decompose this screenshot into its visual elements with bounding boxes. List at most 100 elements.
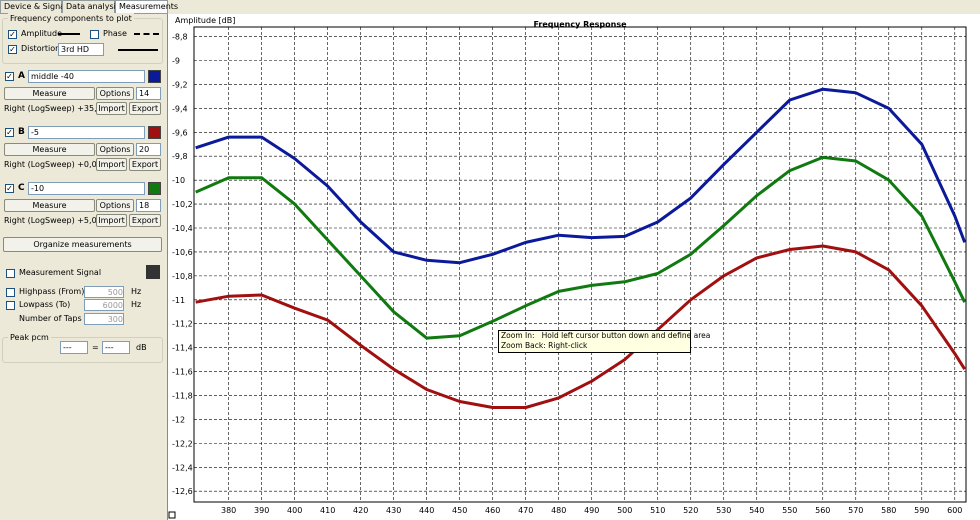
input[interactable]: 6000 <box>84 299 124 311</box>
x-tick-label: 510 <box>650 506 665 515</box>
plot-frame <box>193 26 967 503</box>
line-style <box>134 33 159 35</box>
x-tick-label: 600 <box>947 506 962 515</box>
y-tick-label: -11,2 <box>172 320 193 329</box>
export-button[interactable]: Export <box>129 214 161 227</box>
x-tick-label: 580 <box>881 506 896 515</box>
group-box <box>2 337 163 363</box>
y-tick-label: -10 <box>172 176 185 185</box>
color-swatch[interactable] <box>148 182 161 195</box>
unit: dB <box>136 343 147 352</box>
x-tick-label: 410 <box>320 506 335 515</box>
y-tick-label: -10,4 <box>172 224 193 233</box>
measure-button[interactable]: Measure <box>4 199 95 212</box>
organize-button[interactable]: Organize measurements <box>3 237 162 252</box>
x-tick-label: 420 <box>353 506 368 515</box>
checkbox[interactable]: ✓ <box>8 30 17 39</box>
chart-title: Frequency Response <box>533 20 627 29</box>
tab[interactable]: Device & Signal <box>0 0 67 14</box>
y-tick-label: -11,6 <box>172 368 193 377</box>
spin-box[interactable]: 14 <box>136 87 161 100</box>
dropdown[interactable]: 3rd HD <box>58 43 104 56</box>
import-button[interactable]: Import <box>96 158 127 171</box>
checkbox[interactable]: ✓ <box>8 45 17 54</box>
input[interactable]: 300 <box>84 313 124 325</box>
y-tick-label: -12,6 <box>172 487 193 496</box>
color-swatch[interactable] <box>148 126 161 139</box>
tooltip: Zoom In: Hold left cursor button down an… <box>498 330 711 353</box>
checkbox[interactable] <box>90 30 99 39</box>
checkbox[interactable] <box>6 301 15 310</box>
x-tick-label: 460 <box>485 506 500 515</box>
y-tick-label: -11,8 <box>172 392 193 401</box>
unit: Hz <box>131 300 142 309</box>
y-tick-label: -11,4 <box>172 344 193 353</box>
x-tick-label: 390 <box>254 506 269 515</box>
tab[interactable]: Data analysis <box>62 0 120 14</box>
x-tick-label: 430 <box>386 506 401 515</box>
y-tick-label: -12 <box>172 415 185 424</box>
checkbox[interactable] <box>6 269 15 278</box>
y-tick-label: -9,2 <box>172 80 188 89</box>
x-tick-label: 470 <box>518 506 533 515</box>
label: Lowpass (To) <box>19 300 71 309</box>
spin-box[interactable]: 18 <box>136 199 161 212</box>
y-tick-label: -11 <box>172 296 185 305</box>
x-tick-label: 440 <box>419 506 434 515</box>
y-tick-label: -10,2 <box>172 200 193 209</box>
checkbox[interactable] <box>6 288 15 297</box>
y-axis-label: Amplitude [dB] <box>175 16 235 25</box>
spin-box[interactable]: 20 <box>136 143 161 156</box>
measurement-letter: C <box>18 183 25 193</box>
x-tick-label: 400 <box>287 506 302 515</box>
line-style <box>118 49 158 51</box>
x-tick-label: 540 <box>749 506 764 515</box>
output: --- <box>60 341 88 354</box>
input[interactable]: 500 <box>84 286 124 298</box>
options-button[interactable]: Options <box>96 87 134 100</box>
checkbox[interactable]: ✓ <box>5 72 14 81</box>
corner-icon <box>168 511 176 519</box>
measurement-dropdown[interactable]: middle -40 <box>28 70 145 83</box>
export-button[interactable]: Export <box>129 102 161 115</box>
export-button[interactable]: Export <box>129 158 161 171</box>
checkbox[interactable]: ✓ <box>5 184 14 193</box>
color-swatch[interactable] <box>148 70 161 83</box>
options-button[interactable]: Options <box>96 199 134 212</box>
y-tick-label: -9,8 <box>172 152 188 161</box>
group-title: Frequency components to plot <box>8 13 134 25</box>
data-line <box>195 87 967 265</box>
data-line <box>195 155 967 340</box>
measurement-info: Right (LogSweep) +5,0dB <box>4 216 108 225</box>
x-tick-label: 550 <box>782 506 797 515</box>
measurement-dropdown[interactable]: -10 <box>28 182 145 195</box>
tooltip-line: Zoom In: Hold left cursor button down an… <box>501 331 711 340</box>
import-button[interactable]: Import <box>96 102 127 115</box>
label: Phase <box>103 29 127 38</box>
measure-button[interactable]: Measure <box>4 87 95 100</box>
tab[interactable]: Measurements <box>115 0 178 14</box>
measure-button[interactable]: Measure <box>4 143 95 156</box>
color-swatch[interactable] <box>146 265 160 279</box>
measurement-dropdown[interactable]: -5 <box>28 126 145 139</box>
y-tick-label: -9,4 <box>172 104 188 113</box>
label: = <box>92 343 99 352</box>
measurement-letter: B <box>18 127 25 137</box>
x-tick-label: 500 <box>617 506 632 515</box>
x-tick-label: 490 <box>584 506 599 515</box>
label: Amplitude <box>21 29 62 38</box>
import-button[interactable]: Import <box>96 214 127 227</box>
y-tick-label: -12,4 <box>172 463 193 472</box>
options-button[interactable]: Options <box>96 143 134 156</box>
y-tick-label: -8,8 <box>172 33 188 42</box>
y-tick-label: -10,6 <box>172 248 193 257</box>
checkbox[interactable]: ✓ <box>5 128 14 137</box>
x-tick-label: 450 <box>452 506 467 515</box>
x-tick-label: 520 <box>683 506 698 515</box>
label: Number of Taps <box>19 314 82 323</box>
x-tick-label: 480 <box>551 506 566 515</box>
label: Distortion <box>21 44 61 53</box>
chart[interactable]: Frequency Response Amplitude [dB] -8,8 -9 -9… <box>167 14 980 520</box>
group-title: Peak pcm <box>8 332 51 344</box>
